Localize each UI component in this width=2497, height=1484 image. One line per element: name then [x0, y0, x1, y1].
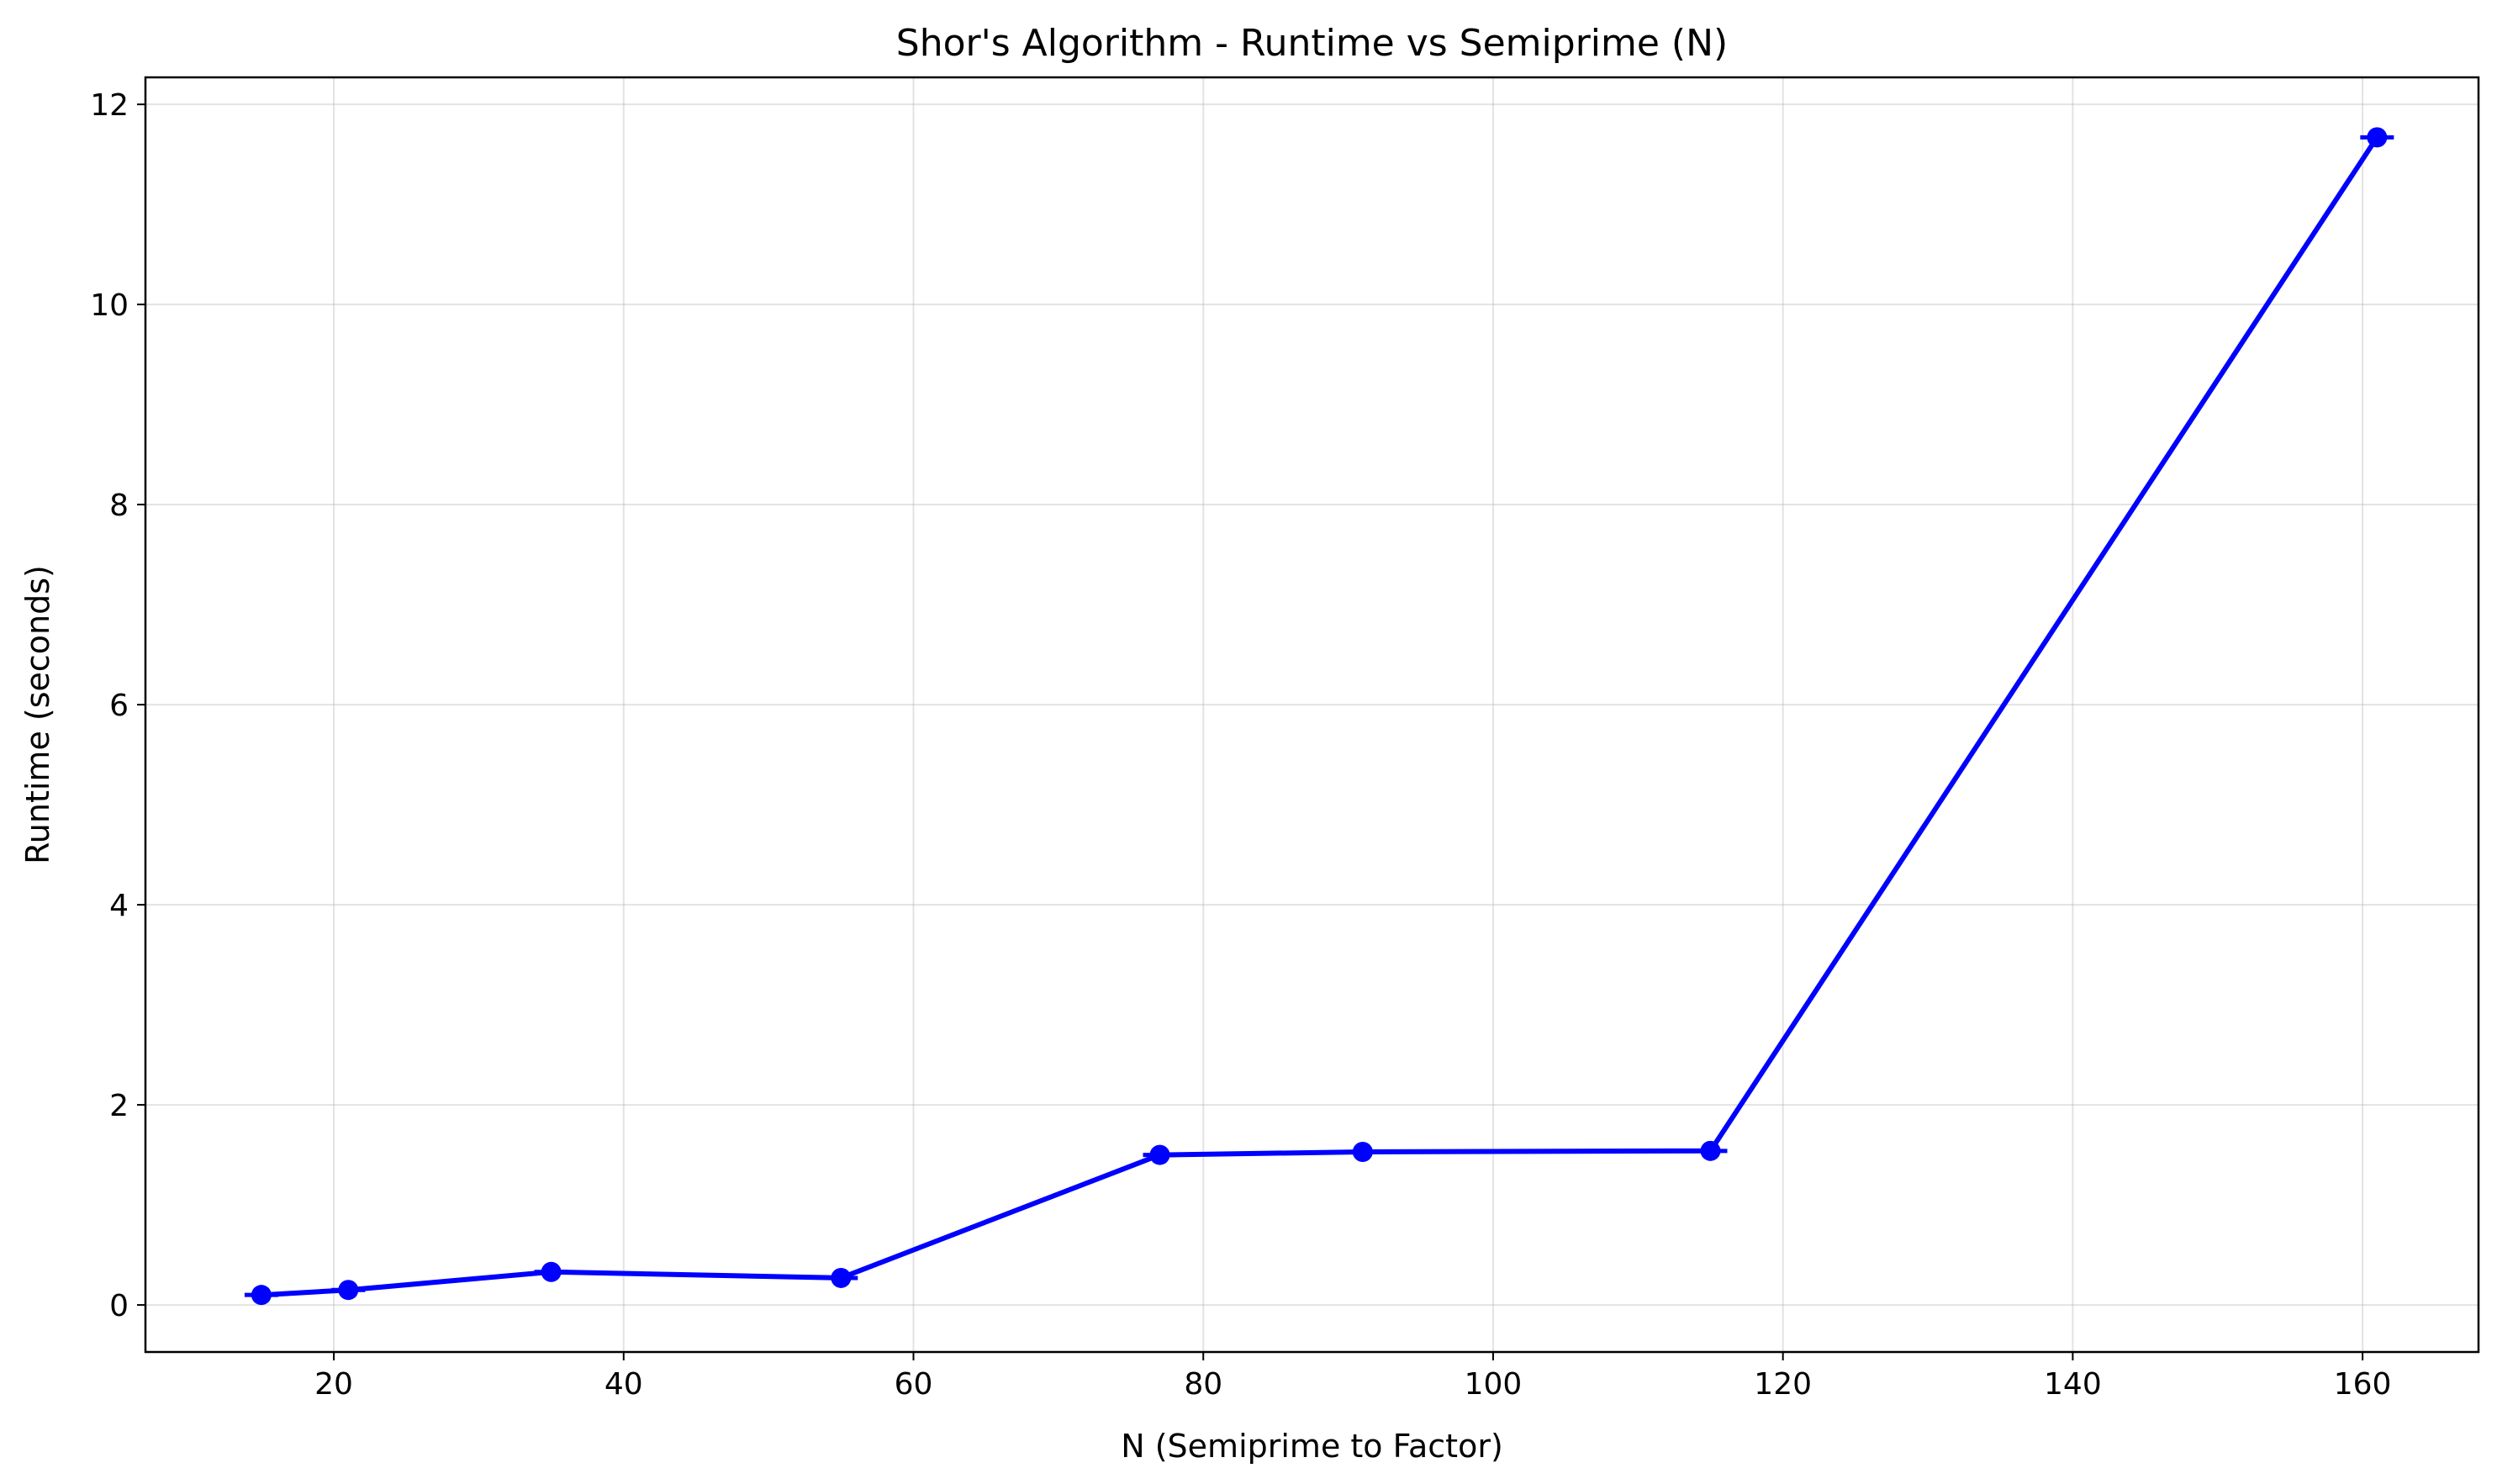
data-point — [541, 1261, 562, 1282]
chart-title: Shor's Algorithm - Runtime vs Semiprime … — [896, 22, 1728, 65]
plot-frame — [144, 76, 2480, 1354]
data-point — [338, 1280, 359, 1301]
x-tick-label: 60 — [895, 1367, 933, 1402]
y-axis-label: Runtime (seconds) — [19, 565, 56, 864]
x-tick-label: 160 — [2334, 1367, 2392, 1402]
y-tick-label: 10 — [90, 288, 129, 323]
x-tick-label: 80 — [1184, 1367, 1222, 1402]
data-point — [251, 1285, 272, 1306]
y-tick-label: 4 — [109, 889, 129, 923]
x-tick-label: 140 — [2044, 1367, 2102, 1402]
y-tick-label: 0 — [109, 1289, 129, 1323]
data-point — [1149, 1144, 1170, 1165]
x-tick-label: 40 — [604, 1367, 643, 1402]
x-tick-label: 100 — [1465, 1367, 1523, 1402]
y-tick-label: 8 — [109, 489, 129, 523]
x-tick-label: 20 — [314, 1367, 353, 1402]
series-layer — [244, 127, 2394, 1306]
y-tick-label: 2 — [109, 1089, 129, 1123]
x-tick-label: 120 — [1754, 1367, 1812, 1402]
data-point — [831, 1267, 852, 1288]
grid — [145, 77, 2479, 1352]
y-tick-label: 6 — [109, 689, 129, 723]
data-point — [1352, 1142, 1373, 1163]
x-axis: 20 40 60 80 100 120 140 160 — [314, 1352, 2391, 1402]
y-tick-label: 12 — [90, 88, 129, 123]
data-point — [1700, 1140, 1721, 1161]
data-point — [2367, 127, 2388, 148]
y-axis: 0 2 4 6 8 10 12 — [90, 88, 145, 1323]
series-line — [258, 135, 2380, 1298]
x-axis-label: N (Semiprime to Factor) — [1121, 1428, 1503, 1465]
